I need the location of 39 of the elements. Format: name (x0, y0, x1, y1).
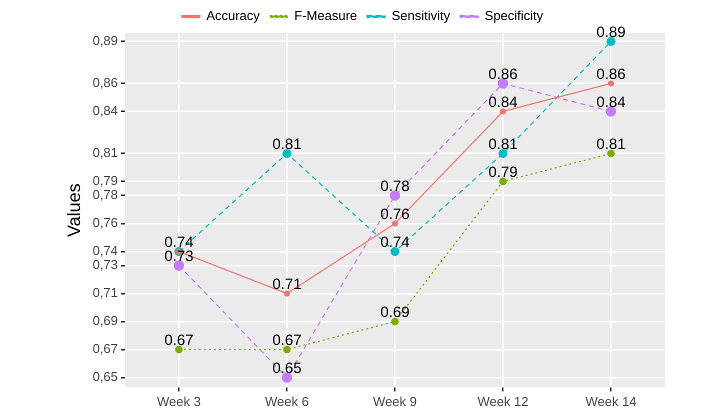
legend-label: Sensitivity (392, 8, 451, 24)
y-tick-label: 0,89 (92, 32, 118, 48)
data-label: 0.86 (488, 66, 518, 84)
data-label: 0.67 (164, 332, 194, 350)
y-tick-label: 0,76 (92, 215, 118, 230)
y-tick-label: 0,81 (92, 145, 118, 160)
data-label: 0.71 (272, 276, 302, 294)
y-tick-label: 0,67 (92, 341, 118, 356)
data-label: 0.67 (272, 332, 302, 350)
data-label: 0.79 (488, 164, 518, 182)
x-tick-label: Week 12 (477, 394, 529, 409)
data-label: 0.65 (272, 360, 302, 378)
data-label: 0.76 (380, 206, 410, 224)
y-tick-label: 0,86 (92, 75, 118, 90)
data-label: 0.69 (380, 304, 410, 322)
data-label: 0.84 (596, 94, 626, 112)
legend-label: F-Measure (294, 8, 358, 24)
x-tick-label: Week 3 (156, 394, 201, 409)
legend-label: Accuracy (206, 8, 260, 24)
data-label: 0.78 (380, 178, 410, 196)
y-tick-label: 0,79 (92, 173, 118, 188)
data-label: 0.81 (272, 136, 302, 154)
data-label: 0.84 (488, 94, 518, 112)
data-label: 0.81 (596, 136, 626, 154)
x-tick-label: Week 14 (585, 394, 637, 409)
x-tick-label: Week 9 (373, 394, 417, 409)
y-axis-title: Values (64, 183, 84, 238)
x-tick-label: Week 6 (265, 394, 309, 409)
data-label: 0.89 (596, 24, 626, 42)
y-tick-label: 0,69 (92, 313, 118, 328)
data-label: 0.86 (596, 66, 626, 84)
y-tick-label: 0,74 (92, 243, 118, 258)
y-tick-label: 0,84 (92, 103, 118, 118)
y-tick-label: 0,73 (92, 257, 118, 272)
y-tick-label: 0,71 (92, 285, 118, 300)
legend-label: Specificity (484, 8, 544, 24)
y-tick-label: 0,65 (92, 369, 118, 384)
y-tick-label: 0,78 (92, 187, 118, 202)
data-label: 0.81 (488, 136, 518, 154)
